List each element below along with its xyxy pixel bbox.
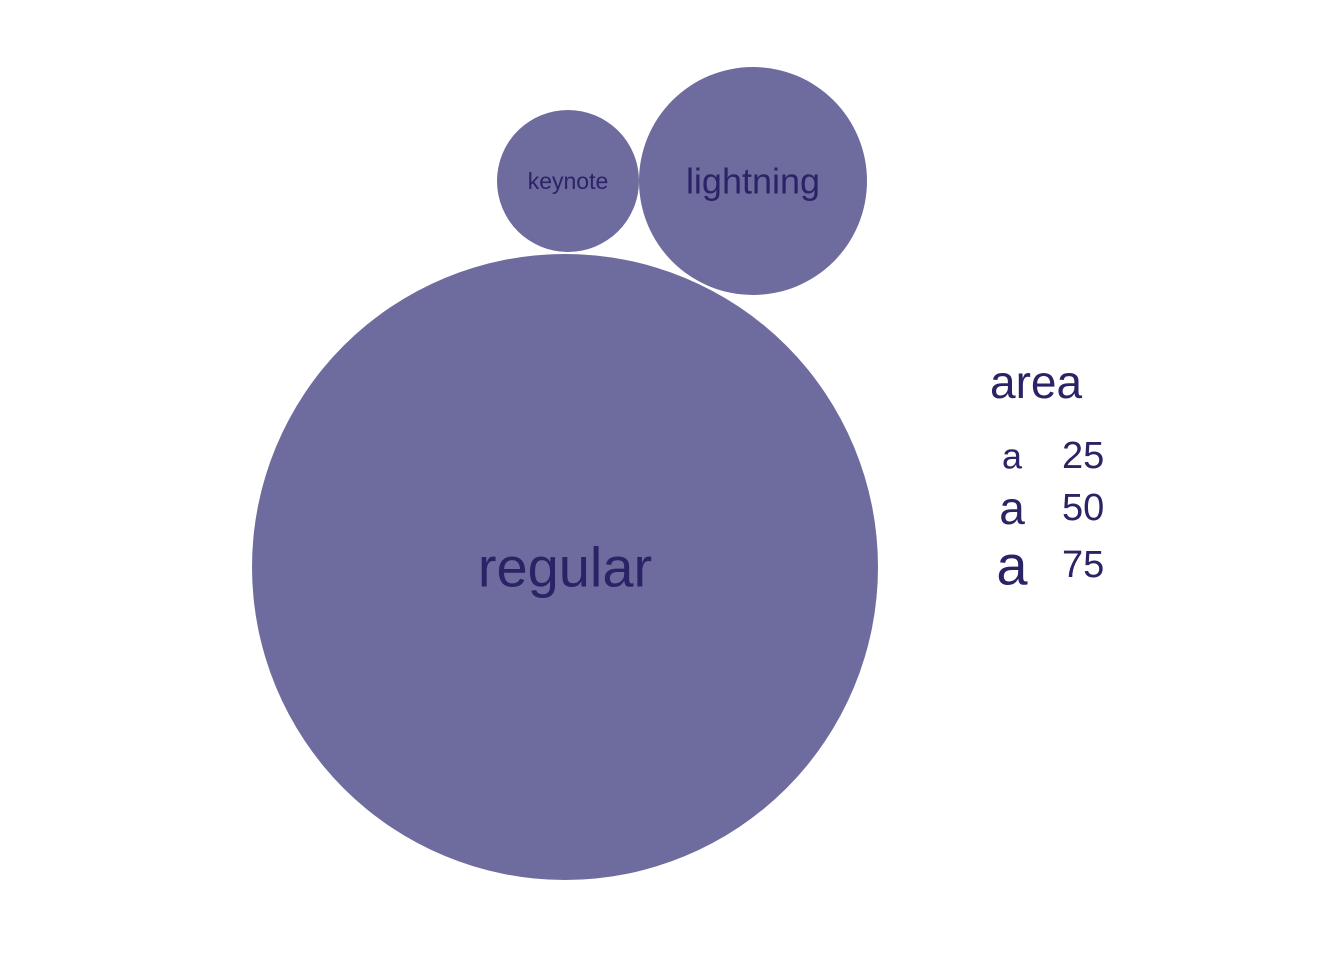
legend-entries: a 25 a 50 a 75 [996,435,1104,597]
legend-symbol-50: a [999,482,1025,534]
legend: area a 25 a 50 a 75 [990,356,1104,597]
legend-symbol-25: a [1002,436,1023,477]
bubble-label-lightning: lightning [686,161,820,202]
bubbles-layer: keynote lightning regular [252,67,878,880]
legend-label-25: 25 [1062,435,1104,477]
bubble-keynote [497,110,639,252]
bubble-regular [252,254,878,880]
legend-label-50: 50 [1062,487,1104,529]
legend-title: area [990,356,1082,408]
bubble-label-keynote: keynote [528,168,609,194]
bubble-lightning [639,67,867,295]
bubble-label-regular: regular [478,536,652,599]
legend-symbol-75: a [996,534,1028,597]
legend-label-75: 75 [1062,544,1104,586]
